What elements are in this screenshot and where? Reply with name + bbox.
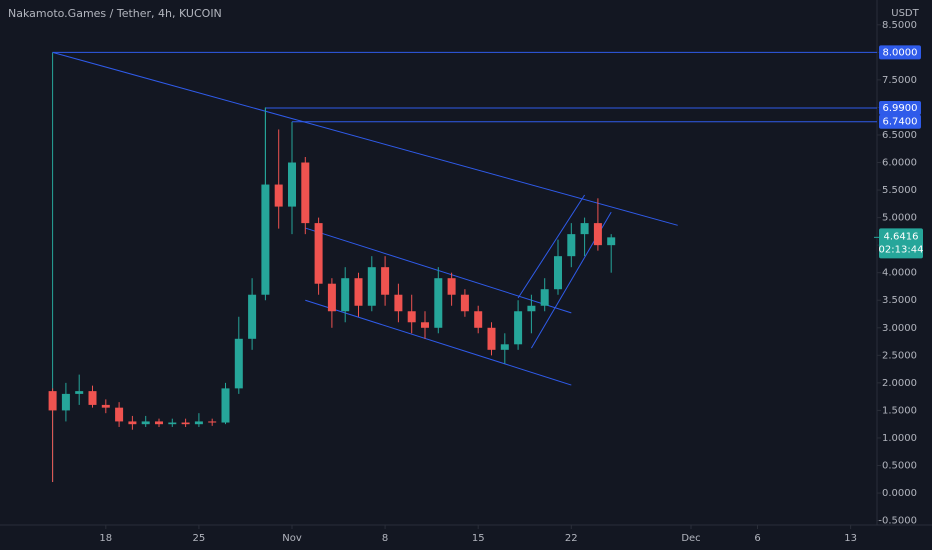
candle-body: [314, 223, 323, 284]
last-price-box: [879, 228, 923, 259]
x-tick-label: 15: [472, 533, 485, 544]
x-tick-label: 6: [754, 533, 760, 544]
y-tick-label: 5.0000: [882, 213, 917, 224]
candle-body: [514, 311, 523, 345]
candle-body: [367, 267, 376, 306]
candle-body: [75, 391, 84, 394]
y-tick-label: 2.5000: [882, 350, 917, 361]
candle-body: [327, 283, 336, 312]
candle-body: [181, 422, 190, 425]
y-tick-label: 4.0000: [882, 268, 917, 279]
level-label-box: [879, 114, 921, 129]
candle-body: [234, 338, 243, 389]
candle-body: [394, 294, 403, 312]
level-label-box: [879, 45, 921, 60]
trendline: [517, 194, 586, 299]
candle-body: [248, 294, 257, 339]
y-axis-label: USDT: [891, 8, 919, 19]
y-tick-label: 3.5000: [882, 295, 917, 306]
candle-body: [101, 404, 110, 408]
x-tick-label: 8: [382, 533, 388, 544]
candle-body: [593, 223, 602, 246]
candle-body: [580, 223, 589, 235]
candle-body: [274, 184, 283, 207]
level-label: 8.0000: [883, 47, 918, 58]
x-tick-label: 18: [99, 533, 112, 544]
y-tick-label: 0.0000: [882, 488, 917, 499]
candle-body: [554, 256, 562, 290]
y-tick-label: 8.5000: [882, 20, 917, 31]
y-tick-label: -0.5000: [878, 516, 917, 527]
y-tick-label: 5.5000: [882, 185, 917, 196]
candle-body: [500, 344, 509, 350]
candle-body: [381, 267, 390, 295]
candle-body: [447, 278, 456, 295]
level-label-box: [879, 100, 921, 115]
x-tick-label: 13: [844, 533, 857, 544]
candle-body: [607, 237, 616, 246]
candle-body: [155, 421, 163, 425]
y-tick-label: 1.5000: [882, 405, 917, 416]
x-tick-label: Nov: [282, 533, 302, 544]
candle-body: [88, 391, 97, 405]
candle-body: [487, 327, 496, 350]
candle-body: [407, 311, 416, 323]
trendline: [52, 51, 678, 226]
candle-body: [141, 421, 150, 425]
candle-body: [474, 311, 483, 328]
candle-body: [434, 278, 443, 328]
candle-body: [115, 407, 124, 422]
candle-body: [208, 421, 217, 423]
y-tick-label: 0.5000: [882, 461, 917, 472]
candle-body: [221, 388, 230, 423]
x-tick-label: 22: [565, 533, 578, 544]
y-tick-label: 1.0000: [882, 433, 917, 444]
candle-body: [288, 162, 296, 207]
last-price-label: 4.6416: [884, 231, 919, 242]
chart-title: Nakamoto.Games / Tether, 4h, KUCOIN: [8, 7, 222, 20]
candle-body: [540, 289, 549, 306]
trendline: [305, 299, 572, 386]
candle-body: [168, 422, 177, 425]
candle-body: [48, 391, 57, 411]
x-tick-label: Dec: [681, 533, 700, 544]
candle-body: [128, 421, 137, 425]
y-tick-label: 3.0000: [882, 323, 917, 334]
candle-body: [421, 322, 429, 328]
candle-body: [527, 305, 536, 312]
candle-body: [460, 294, 469, 312]
candle-body: [61, 393, 70, 411]
candle-body: [354, 278, 363, 306]
y-tick-label: 6.5000: [882, 130, 917, 141]
y-tick-label: 6.0000: [882, 158, 917, 169]
level-label: 6.9900: [883, 103, 918, 114]
countdown-label: 02:13:44: [879, 244, 924, 255]
level-label: 6.7400: [883, 117, 918, 128]
x-tick-label: 25: [193, 533, 206, 544]
candle-body: [341, 278, 350, 312]
candle-body: [194, 421, 203, 425]
y-tick-label: 2.0000: [882, 378, 917, 389]
y-tick-label: 7.5000: [882, 75, 917, 86]
candle-body: [567, 234, 576, 257]
candle-body: [301, 162, 310, 224]
candle-body: [261, 184, 270, 295]
